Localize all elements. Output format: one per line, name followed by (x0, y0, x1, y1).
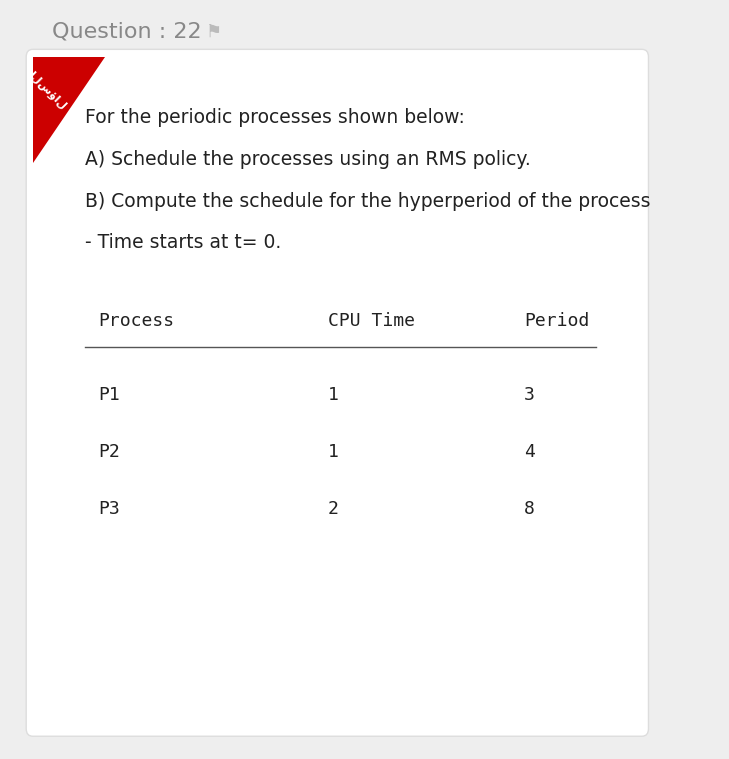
Text: Question : 22: Question : 22 (52, 22, 202, 42)
Text: 2: 2 (327, 499, 338, 518)
Text: P1: P1 (98, 386, 120, 404)
Text: 1: 1 (327, 442, 338, 461)
Text: 1: 1 (327, 386, 338, 404)
Text: B) Compute the schedule for the hyperperiod of the process: B) Compute the schedule for the hyperper… (85, 191, 651, 211)
Text: Process: Process (98, 312, 174, 330)
Text: Period: Period (524, 312, 589, 330)
Text: 8: 8 (524, 499, 535, 518)
FancyBboxPatch shape (26, 49, 649, 736)
Text: 4: 4 (524, 442, 535, 461)
Text: السؤال: السؤال (26, 70, 68, 112)
Text: P2: P2 (98, 442, 120, 461)
Text: - Time starts at t= 0.: - Time starts at t= 0. (85, 233, 281, 253)
Text: For the periodic processes shown below:: For the periodic processes shown below: (85, 108, 465, 128)
Text: CPU Time: CPU Time (327, 312, 415, 330)
Polygon shape (33, 57, 105, 163)
Text: ⚑: ⚑ (206, 23, 222, 41)
Text: A) Schedule the processes using an RMS policy.: A) Schedule the processes using an RMS p… (85, 150, 531, 169)
Text: P3: P3 (98, 499, 120, 518)
Text: 3: 3 (524, 386, 535, 404)
